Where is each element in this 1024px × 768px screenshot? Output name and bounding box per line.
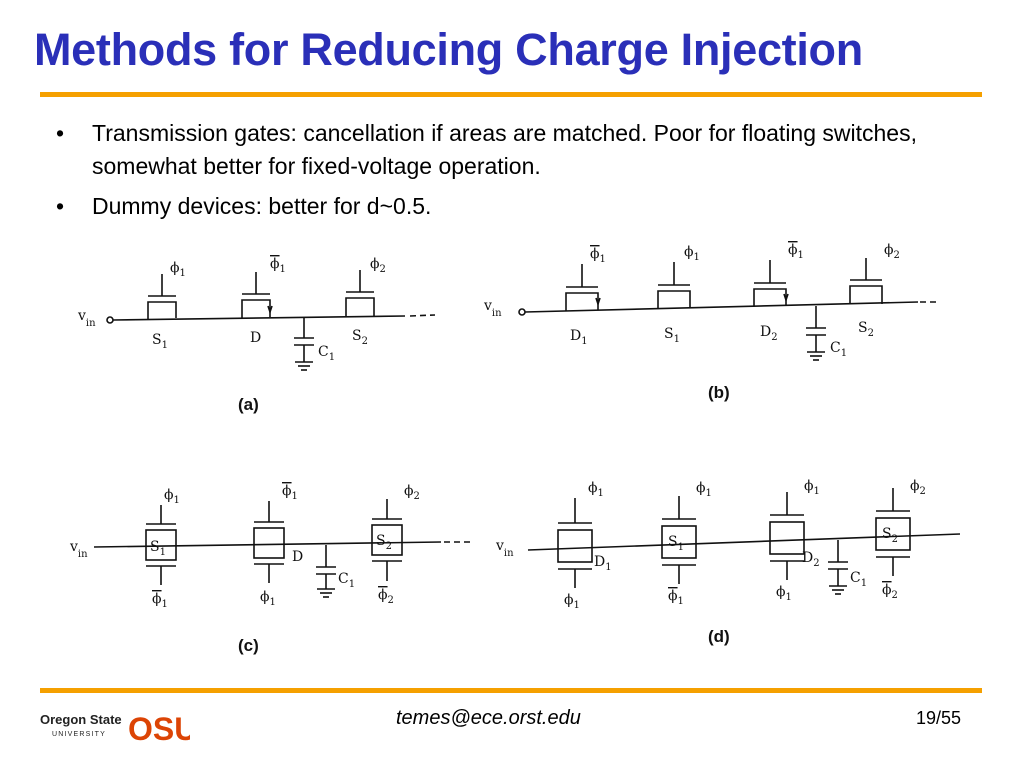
capacitor-label: C1 <box>338 571 355 590</box>
clock-label: ϕ1 <box>260 589 276 608</box>
figure-caption: (d) <box>708 627 730 646</box>
transmission-gate-s2 <box>875 488 911 576</box>
clock-label: ϕ1 <box>684 244 700 263</box>
signal-wire <box>524 301 919 313</box>
clock-label: ϕ1 <box>668 588 684 607</box>
clock-label: ϕ1 <box>164 487 180 506</box>
input-label: vin <box>495 538 514 559</box>
bullet-text: Dummy devices: better for d~0.5. <box>92 193 432 219</box>
switch-s1 <box>657 262 691 309</box>
circuit-figure-a: ϕ1 ϕ1 ϕ2 vin S1 D S2 C1 (a) <box>77 256 436 414</box>
input-node <box>518 308 526 316</box>
dummy-label: D2 <box>802 550 820 569</box>
clock-label: ϕ2 <box>910 478 926 497</box>
footer-email: temes@ece.orst.edu <box>396 707 581 729</box>
figure-caption: (b) <box>708 383 730 402</box>
dummy-label: D <box>292 549 303 565</box>
svg-text:Oregon State: Oregon State <box>40 712 122 727</box>
dummy-label: D2 <box>760 324 778 343</box>
clock-label: ϕ2 <box>378 587 394 606</box>
capacitor-c1 <box>316 545 336 598</box>
dummy-gate-d2 <box>769 492 805 580</box>
clock-label: ϕ2 <box>404 483 420 502</box>
dummy-label: D1 <box>570 328 588 347</box>
input-label: vin <box>77 308 96 329</box>
circuit-figure-d: ϕ1 ϕ1 ϕ1 ϕ2 ϕ1 ϕ1 ϕ1 ϕ2 vin D1 S1 D2 S2 … <box>495 478 961 646</box>
switch-label: S1 <box>152 332 168 351</box>
switch-label: S1 <box>668 534 684 553</box>
capacitor-label: C1 <box>318 344 335 363</box>
transmission-gate-s2 <box>371 499 403 581</box>
top-divider <box>40 92 982 97</box>
figure-caption: (c) <box>238 636 259 655</box>
switch-label: S2 <box>858 320 874 339</box>
clock-label: ϕ1 <box>788 242 804 261</box>
signal-wire <box>112 315 406 321</box>
switch-s1 <box>147 274 177 319</box>
input-node <box>106 316 114 324</box>
clock-label: ϕ1 <box>776 584 792 603</box>
clock-label: ϕ1 <box>170 260 186 279</box>
dummy-label: D1 <box>594 554 612 573</box>
clock-label: ϕ1 <box>696 480 712 499</box>
transmission-gate-s1 <box>145 505 177 585</box>
bullet-text: Transmission gates: cancellation if area… <box>92 120 917 179</box>
dummy-switch-d1 <box>565 264 601 311</box>
input-label: vin <box>483 298 502 319</box>
switch-label: S1 <box>150 539 166 558</box>
switch-s2 <box>345 270 375 316</box>
bottom-divider <box>40 688 982 693</box>
capacitor-label: C1 <box>830 340 847 359</box>
dummy-gate-d1 <box>557 498 593 588</box>
clock-label: ϕ2 <box>884 242 900 261</box>
osu-logo: Oregon State UNIVERSITY OSU <box>40 711 190 747</box>
page-number: 19/55 <box>916 708 962 728</box>
clock-label: ϕ1 <box>588 480 604 499</box>
dummy-label: D <box>250 330 261 346</box>
svg-text:OSU: OSU <box>128 711 190 747</box>
capacitor-c1 <box>294 317 314 371</box>
svg-text:UNIVERSITY: UNIVERSITY <box>52 731 106 738</box>
circuit-figure-b: ϕ1 ϕ1 ϕ1 ϕ2 vin D1 S1 D2 S2 C1 (b) <box>483 242 936 402</box>
circuit-figure-c: ϕ1 ϕ1 ϕ2 ϕ1 ϕ1 ϕ2 vin S1 D S2 C1 (c) <box>69 483 471 655</box>
switch-label: S1 <box>664 326 680 345</box>
bullet-item: • Transmission gates: cancellation if ar… <box>56 117 956 183</box>
transmission-gate-s1 <box>661 496 697 584</box>
figure-caption: (a) <box>238 395 259 414</box>
switch-label: S2 <box>352 328 368 347</box>
capacitor-c1 <box>806 306 826 361</box>
bullet-item: • Dummy devices: better for d~0.5. <box>56 190 956 223</box>
clock-label: ϕ2 <box>882 582 898 601</box>
bullet-marker: • <box>56 193 65 219</box>
slide-title: Methods for Reducing Charge Injection <box>34 24 863 75</box>
switch-s2 <box>849 258 883 304</box>
bullet-marker: • <box>56 120 65 146</box>
clock-label: ϕ1 <box>282 483 298 502</box>
dummy-switch-d <box>241 272 273 318</box>
switch-label: S2 <box>376 533 392 552</box>
input-label: vin <box>69 539 88 560</box>
bullet-list: • Transmission gates: cancellation if ar… <box>56 117 956 230</box>
clock-label: ϕ1 <box>564 592 580 611</box>
capacitor-label: C1 <box>850 570 867 589</box>
clock-label: ϕ1 <box>270 256 286 275</box>
clock-label: ϕ1 <box>804 478 820 497</box>
switch-label: S2 <box>882 526 898 545</box>
signal-wire <box>93 541 442 548</box>
clock-label: ϕ1 <box>152 591 168 610</box>
capacitor-c1 <box>828 540 848 595</box>
signal-wire <box>527 533 961 551</box>
clock-label: ϕ2 <box>370 256 386 275</box>
clock-label: ϕ1 <box>590 246 606 265</box>
dummy-switch-d2 <box>753 260 789 307</box>
dummy-gate-d <box>253 501 285 583</box>
